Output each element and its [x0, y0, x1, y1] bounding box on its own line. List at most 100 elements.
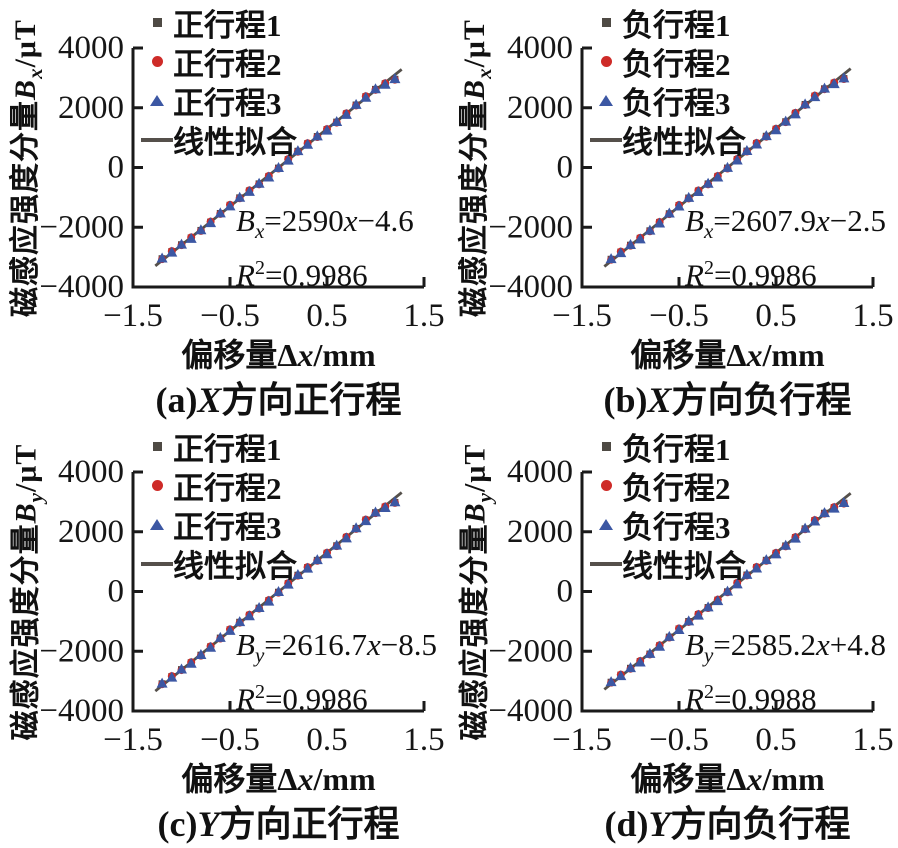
- legend-label: 线性拟合: [173, 549, 297, 584]
- subplot-c: 磁感应强度分量By/μT 4000 2000 0 −2000 −4000 −1.5 −0.5…: [0, 424, 449, 848]
- fit-lhs-sub: x: [703, 219, 714, 244]
- square-marker-icon: [601, 442, 611, 451]
- svg-text:0.5: 0.5: [755, 298, 796, 334]
- r-squared-value: =0.9986: [713, 257, 817, 293]
- svg-text:−2000: −2000: [488, 209, 573, 245]
- svg-text:4000: 4000: [507, 30, 573, 66]
- circle-marker-icon: [151, 480, 163, 491]
- svg-text:−1.5: −1.5: [552, 298, 612, 334]
- svg-text:0: 0: [557, 574, 574, 610]
- legend-item: 负行程3: [590, 81, 746, 121]
- legend-label: 负行程2: [622, 47, 731, 82]
- plot-area-a: 4000 2000 0 −2000 −4000−1.5 −0.5 0.5 1.5: [39, 30, 444, 334]
- legend-item: 负行程2: [590, 42, 746, 82]
- legend-item: 线性拟合: [590, 120, 746, 160]
- fit-rhs: =2585.2: [713, 627, 816, 662]
- plot-area-b: 4000 2000 0 −2000 −4000−1.5 −0.5 0.5 1.5: [488, 30, 893, 334]
- fit-lhs: B: [685, 627, 704, 662]
- svg-text:4000: 4000: [507, 454, 573, 490]
- r-squared-var: R: [236, 257, 255, 293]
- legend-label: 负行程3: [622, 86, 731, 121]
- subplot-caption-d: (d)Y方向负行程: [604, 804, 851, 844]
- x-axis-title-a: 偏移量Δx/mm: [181, 337, 376, 373]
- svg-text:1.5: 1.5: [403, 298, 444, 334]
- svg-text:0: 0: [108, 574, 125, 610]
- legend-item: 负行程1: [590, 427, 746, 467]
- svg-text:1.5: 1.5: [852, 722, 893, 758]
- fit-equation-a: Bx=2590x−4.6 R2=0.9986: [236, 202, 414, 294]
- svg-text:−2000: −2000: [39, 633, 124, 669]
- legend-item: 线性拟合: [590, 544, 746, 584]
- legend-label: 正行程1: [173, 8, 282, 43]
- svg-text:0: 0: [108, 150, 125, 186]
- legend-item: 正行程1: [141, 427, 297, 467]
- svg-text:−1.5: −1.5: [103, 298, 163, 334]
- svg-text:4000: 4000: [58, 30, 124, 66]
- fit-rhs-const: −8.5: [380, 627, 437, 662]
- legend-item: 线性拟合: [141, 120, 297, 160]
- svg-text:1.5: 1.5: [403, 722, 444, 758]
- legend-label: 线性拟合: [173, 125, 297, 160]
- fit-lhs-sub: y: [254, 643, 265, 668]
- svg-text:1.5: 1.5: [852, 298, 893, 334]
- legend-label: 负行程1: [622, 432, 731, 467]
- r-squared-sup: 2: [703, 257, 714, 280]
- svg-text:−4000: −4000: [39, 269, 124, 305]
- legend-item: 正行程3: [141, 505, 297, 545]
- legend-item: 正行程2: [141, 42, 297, 82]
- legend-c: 正行程1 正行程2 正行程3 线性拟合: [141, 427, 297, 584]
- svg-text:−0.5: −0.5: [649, 298, 709, 334]
- fit-equation-b: Bx=2607.9x−2.5 R2=0.9986: [685, 202, 886, 294]
- plot-area-d: 4000 2000 0 −2000 −4000−1.5 −0.5 0.5 1.5: [488, 454, 893, 758]
- r-squared-var: R: [236, 681, 255, 717]
- svg-text:−1.5: −1.5: [103, 722, 163, 758]
- legend-label: 正行程2: [173, 47, 282, 82]
- legend-item: 正行程3: [141, 81, 297, 121]
- legend-item: 负行程1: [590, 3, 746, 43]
- triangle-marker-icon: [150, 519, 164, 530]
- legend-label: 线性拟合: [622, 549, 746, 584]
- line-sample-icon: [141, 137, 173, 142]
- svg-text:−1.5: −1.5: [552, 722, 612, 758]
- r-squared-value: =0.9988: [713, 681, 817, 717]
- fit-lhs-sub: x: [254, 219, 265, 244]
- r-squared-sup: 2: [254, 681, 265, 704]
- legend-item: 负行程2: [590, 466, 746, 506]
- svg-text:0: 0: [557, 150, 574, 186]
- square-marker-icon: [601, 18, 611, 27]
- square-marker-icon: [152, 442, 162, 451]
- svg-text:−2000: −2000: [39, 209, 124, 245]
- subplot-d: 磁感应强度分量By/μT 4000 2000 0 −2000 −4000 −1.5 −0.5…: [449, 424, 898, 848]
- legend-label: 负行程2: [622, 471, 731, 506]
- x-axis-title-c: 偏移量Δx/mm: [181, 761, 376, 797]
- fit-equation-line: Bx=2590x−4.6: [236, 202, 414, 250]
- plot-area-c: 4000 2000 0 −2000 −4000−1.5 −0.5 0.5 1.5: [39, 454, 444, 758]
- triangle-marker-icon: [599, 519, 613, 530]
- legend-label: 正行程1: [173, 432, 282, 467]
- subplot-caption-c: (c)Y方向正行程: [157, 804, 400, 844]
- subplot-caption-b: (b)X方向负行程: [603, 380, 852, 420]
- fit-rhs-const: +4.8: [829, 627, 886, 662]
- x-axis-title-d: 偏移量Δx/mm: [630, 761, 825, 797]
- svg-text:4000: 4000: [58, 454, 124, 490]
- legend-label: 正行程2: [173, 471, 282, 506]
- fit-rhs-var: x: [816, 627, 830, 662]
- r-squared-var: R: [685, 257, 704, 293]
- legend-label: 线性拟合: [622, 125, 746, 160]
- legend-label: 负行程3: [622, 510, 731, 545]
- line-sample-icon: [141, 561, 173, 566]
- svg-text:−2000: −2000: [488, 633, 573, 669]
- legend-item: 正行程1: [141, 3, 297, 43]
- svg-text:2000: 2000: [58, 90, 124, 126]
- fit-rhs: =2616.7: [264, 627, 367, 662]
- fit-lhs: B: [236, 627, 255, 662]
- subplot-a: 磁感应强度分量Bx/μT 4000 2000 0 −2000 −4000 −1.5 −0.5…: [0, 0, 449, 424]
- fit-rhs-var: x: [816, 203, 830, 238]
- legend-label: 正行程3: [173, 510, 282, 545]
- subplot-b: 磁感应强度分量Bx/μT 4000 2000 0 −2000 −4000 −1.5 −0.5…: [449, 0, 898, 424]
- x-axis-title-b: 偏移量Δx/mm: [630, 337, 825, 373]
- fit-rhs-var: x: [367, 627, 381, 662]
- legend-item: 正行程2: [141, 466, 297, 506]
- circle-marker-icon: [151, 56, 163, 67]
